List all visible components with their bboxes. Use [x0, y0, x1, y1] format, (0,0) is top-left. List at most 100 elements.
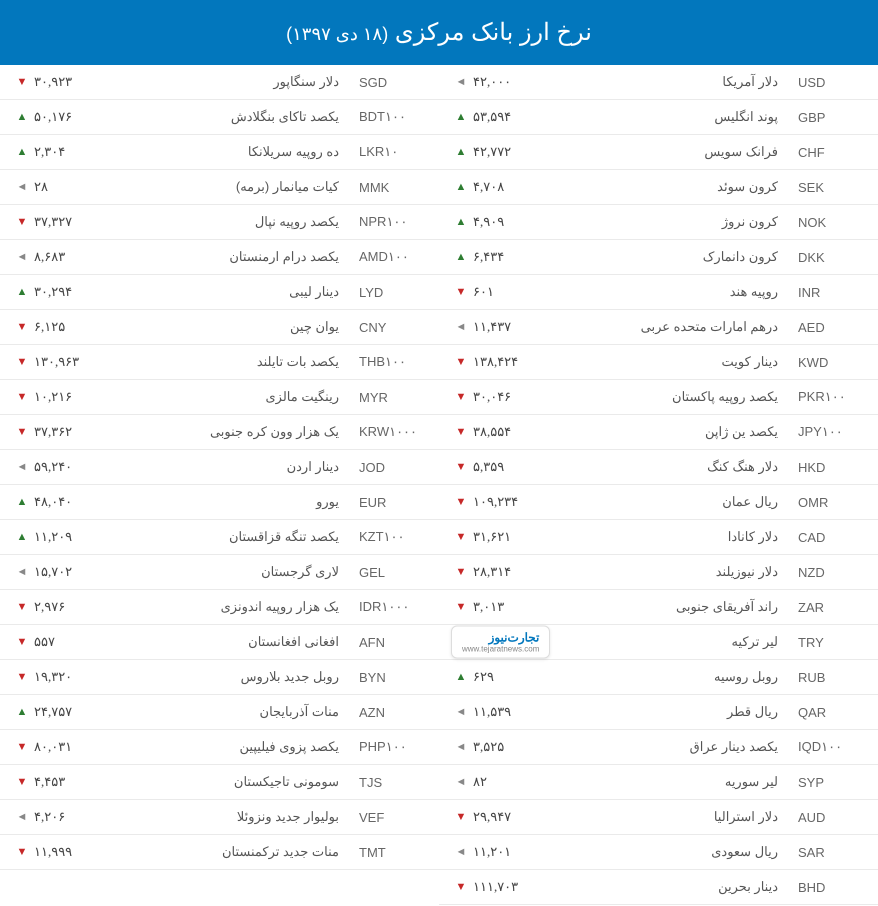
header-date: (۱۸ دی ۱۳۹۷) — [286, 24, 388, 44]
currency-name: درهم امارات متحده عربی — [553, 319, 798, 335]
currency-code: JOD — [359, 460, 429, 475]
rate-row: GELلاری گرجستان۱۵,۷۰۲◄ — [0, 555, 439, 590]
currency-name: کرون دانمارک — [553, 249, 798, 265]
currency-code: JPY۱۰۰ — [798, 424, 868, 440]
currency-rate: ۳,۵۲۵ — [473, 739, 553, 755]
trend-down-icon: ▼ — [10, 636, 34, 648]
currency-name: سومونی تاجیکستان — [114, 774, 359, 790]
currency-name: دلار هنگ کنگ — [553, 459, 798, 475]
currency-code: ZAR — [798, 600, 868, 615]
currency-code: MMK — [359, 180, 429, 195]
rate-row: SARریال سعودی۱۱,۲۰۱◄ — [439, 835, 878, 870]
rate-row: CADدلار کانادا۳۱,۶۲۱▼ — [439, 520, 878, 555]
currency-rate: ۸۲ — [473, 774, 553, 790]
currency-rate: ۴۲,۰۰۰ — [473, 74, 553, 90]
currency-rate: ۸۰,۰۳۱ — [34, 739, 114, 755]
trend-neutral-icon: ◄ — [10, 181, 34, 193]
currency-rate: ۸,۶۸۳ — [34, 249, 114, 265]
currency-name: کرون نروژ — [553, 214, 798, 230]
rate-row: LYDدینار لیبی۳۰,۲۹۴▲ — [0, 275, 439, 310]
trend-up-icon: ▲ — [10, 286, 34, 298]
rate-row: NOKکرون نروژ۴,۹۰۹▲ — [439, 205, 878, 240]
trend-neutral-icon: ◄ — [449, 846, 473, 858]
trend-down-icon: ▼ — [10, 846, 34, 858]
rate-row: KZT۱۰۰یکصد تنگه قزاقستان۱۱,۲۰۹▲ — [0, 520, 439, 555]
rate-row: AMD۱۰۰یکصد درام ارمنستان۸,۶۸۳◄ — [0, 240, 439, 275]
trend-down-icon: ▼ — [449, 426, 473, 438]
currency-rate: ۳۷,۳۲۷ — [34, 214, 114, 230]
currency-name: یکصد روپیه نپال — [114, 214, 359, 230]
currency-code: PHP۱۰۰ — [359, 739, 429, 755]
watermark-logo: تجارت‌نیوزwww.tejaratnews.com — [451, 626, 550, 659]
trend-down-icon: ▼ — [10, 741, 34, 753]
currency-code: NZD — [798, 565, 868, 580]
rate-row: BYNروبل جدید بلاروس۱۹,۳۲۰▼ — [0, 660, 439, 695]
rate-row: JODدینار اردن۵۹,۲۴۰◄ — [0, 450, 439, 485]
rate-row: DKKکرون دانمارک۶,۴۳۴▲ — [439, 240, 878, 275]
rates-column-right: USDدلار آمریکا۴۲,۰۰۰◄GBPپوند انگلیس۵۳,۵۹… — [439, 65, 878, 905]
currency-rate: ۵,۳۵۹ — [473, 459, 553, 475]
currency-code: IQD۱۰۰ — [798, 739, 868, 755]
currency-code: MYR — [359, 390, 429, 405]
currency-name: دلار کانادا — [553, 529, 798, 545]
trend-down-icon: ▼ — [449, 496, 473, 508]
trend-up-icon: ▲ — [10, 111, 34, 123]
currency-rate: ۲۴,۷۵۷ — [34, 704, 114, 720]
currency-name: افغانی افغانستان — [114, 634, 359, 650]
rate-row: RUBروبل روسیه۶۲۹▲ — [439, 660, 878, 695]
currency-code: EUR — [359, 495, 429, 510]
currency-name: یکصد تنگه قزاقستان — [114, 529, 359, 545]
currency-code: OMR — [798, 495, 868, 510]
currency-code: TRY — [798, 635, 868, 650]
currency-code: NPR۱۰۰ — [359, 214, 429, 230]
rate-row: QARریال قطر۱۱,۵۳۹◄ — [439, 695, 878, 730]
rates-column-left: SGDدلار سنگاپور۳۰,۹۲۳▼BDT۱۰۰یکصد تاکای ب… — [0, 65, 439, 905]
currency-name: ده روپیه سریلانکا — [114, 144, 359, 160]
trend-down-icon: ▼ — [449, 356, 473, 368]
rate-row: AEDدرهم امارات متحده عربی۱۱,۴۳۷◄ — [439, 310, 878, 345]
currency-code: DKK — [798, 250, 868, 265]
currency-code: PKR۱۰۰ — [798, 389, 868, 405]
trend-down-icon: ▼ — [10, 391, 34, 403]
currency-code: HKD — [798, 460, 868, 475]
trend-up-icon: ▲ — [10, 496, 34, 508]
currency-rate: ۱۱,۲۰۹ — [34, 529, 114, 545]
currency-rate: ۳۰,۹۲۳ — [34, 74, 114, 90]
currency-rate: ۳۱,۶۲۱ — [473, 529, 553, 545]
currency-name: دینار اردن — [114, 459, 359, 475]
currency-name: ریال سعودی — [553, 844, 798, 860]
trend-neutral-icon: ◄ — [10, 566, 34, 578]
currency-name: یکصد پزوی فیلیپین — [114, 739, 359, 755]
currency-rate: ۵۵۷ — [34, 634, 114, 650]
currency-name: دلار استرالیا — [553, 809, 798, 825]
rate-row: TRYلیر ترکیه۷,۷۸۲▼تجارت‌نیوزwww.tejaratn… — [439, 625, 878, 660]
currency-name: لیر سوریه — [553, 774, 798, 790]
currency-rate: ۶۰۱ — [473, 284, 553, 300]
rate-row: AUDدلار استرالیا۲۹,۹۴۷▼ — [439, 800, 878, 835]
currency-name: دلار سنگاپور — [114, 74, 359, 90]
rate-row: AFNافغانی افغانستان۵۵۷▼ — [0, 625, 439, 660]
currency-code: BYN — [359, 670, 429, 685]
rate-row: MYRرینگیت مالزی۱۰,۲۱۶▼ — [0, 380, 439, 415]
currency-name: پوند انگلیس — [553, 109, 798, 125]
currency-rate: ۴,۲۰۶ — [34, 809, 114, 825]
currency-rate: ۱۱,۲۰۱ — [473, 844, 553, 860]
rate-row: SYPلیر سوریه۸۲◄ — [439, 765, 878, 800]
rate-row: BDT۱۰۰یکصد تاکای بنگلادش۵۰,۱۷۶▲ — [0, 100, 439, 135]
currency-code: TJS — [359, 775, 429, 790]
rate-row: VEFبولیوار جدید ونزوئلا۴,۲۰۶◄ — [0, 800, 439, 835]
currency-code: AZN — [359, 705, 429, 720]
rate-row: IDR۱۰۰۰یک هزار روپیه اندونزی۲,۹۷۶▼ — [0, 590, 439, 625]
currency-rate: ۱۱,۵۳۹ — [473, 704, 553, 720]
currency-code: KZT۱۰۰ — [359, 529, 429, 545]
currency-name: یک هزار روپیه اندونزی — [114, 599, 359, 615]
currency-code: INR — [798, 285, 868, 300]
rate-row: USDدلار آمریکا۴۲,۰۰۰◄ — [439, 65, 878, 100]
rate-row: PKR۱۰۰یکصد روپیه پاکستان۳۰,۰۴۶▼ — [439, 380, 878, 415]
rate-row: HKDدلار هنگ کنگ۵,۳۵۹▼ — [439, 450, 878, 485]
rate-row: CHFفرانک سویس۴۲,۷۷۲▲ — [439, 135, 878, 170]
rate-row: AZNمنات آذربایجان۲۴,۷۵۷▲ — [0, 695, 439, 730]
currency-rate: ۲,۹۷۶ — [34, 599, 114, 615]
currency-name: یکصد درام ارمنستان — [114, 249, 359, 265]
trend-down-icon: ▼ — [10, 216, 34, 228]
